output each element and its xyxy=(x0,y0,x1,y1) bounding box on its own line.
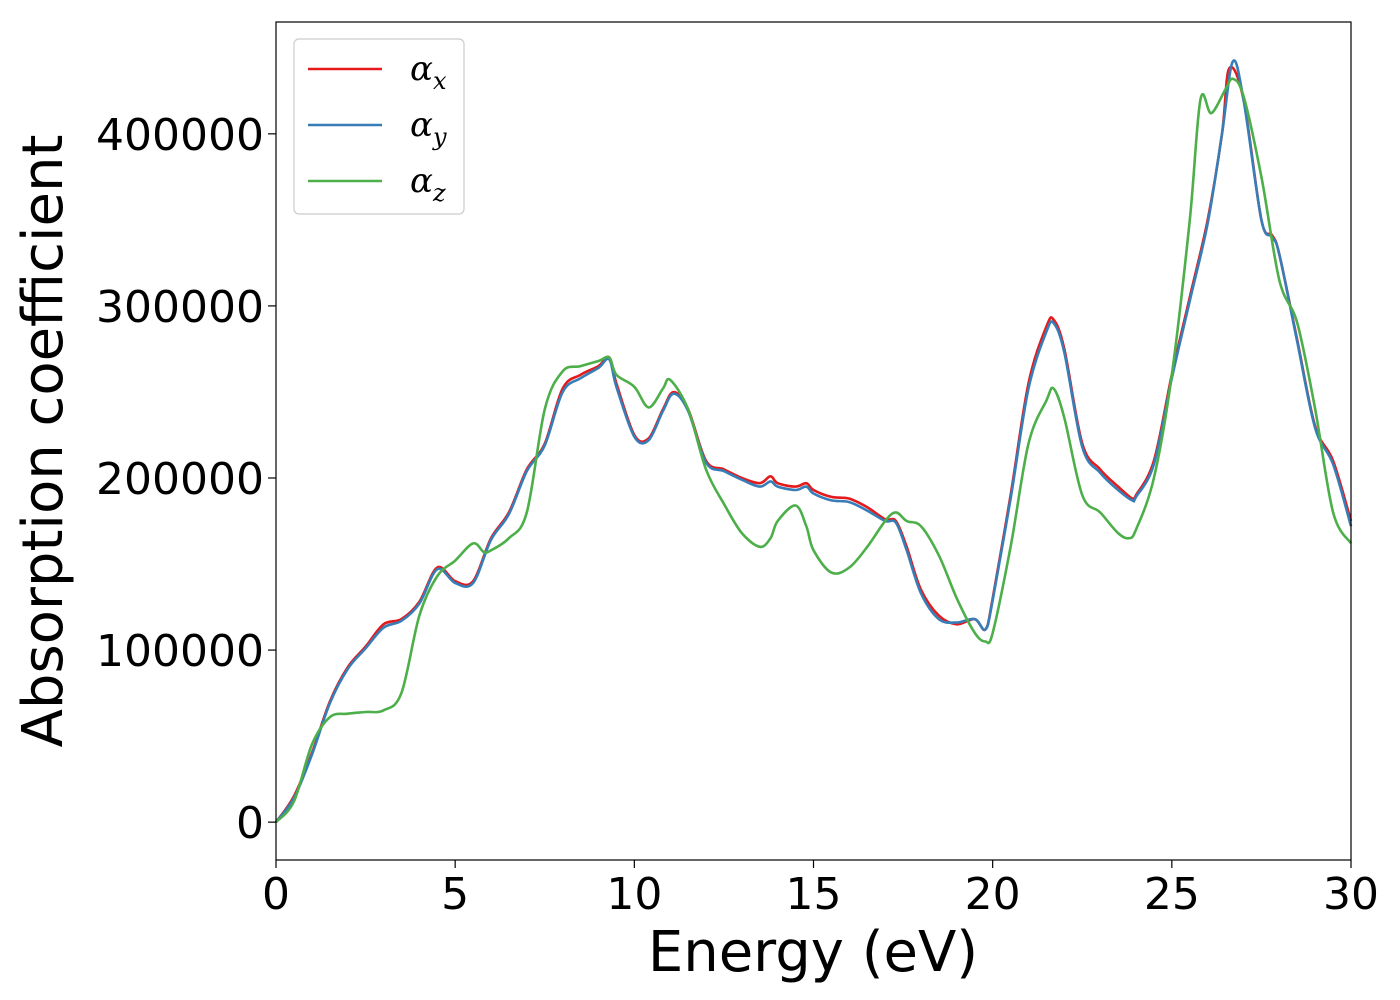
legend: αx αy αz xyxy=(293,38,465,215)
series-group xyxy=(274,59,1353,824)
y-tick-label: 0 xyxy=(236,798,264,849)
legend-box xyxy=(293,38,465,215)
x-ticks: 0 5 10 15 20 25 30 xyxy=(262,860,1379,920)
series-line-z xyxy=(275,77,1353,824)
x-tick-label: 25 xyxy=(1144,869,1200,920)
x-tick-label: 10 xyxy=(606,869,662,920)
y-tick-label: 400000 xyxy=(96,110,264,161)
y-axis-label: Absorption coefficient xyxy=(11,135,76,748)
y-tick-label: 100000 xyxy=(96,626,264,677)
series-line-y xyxy=(274,59,1353,823)
legend-label-y: αy xyxy=(410,105,447,151)
x-axis-label: Energy (eV) xyxy=(648,920,978,985)
x-tick-label: 30 xyxy=(1323,869,1379,920)
x-tick-label: 0 xyxy=(262,869,290,920)
y-ticks: 0 100000 200000 300000 400000 xyxy=(96,110,276,849)
x-tick-label: 15 xyxy=(786,869,842,920)
x-tick-label: 20 xyxy=(965,869,1021,920)
legend-label-x: αx xyxy=(410,49,447,95)
x-tick-label: 5 xyxy=(441,869,469,920)
legend-label-z: αz xyxy=(410,161,446,207)
y-tick-label: 200000 xyxy=(96,454,264,505)
y-tick-label: 300000 xyxy=(96,282,264,333)
